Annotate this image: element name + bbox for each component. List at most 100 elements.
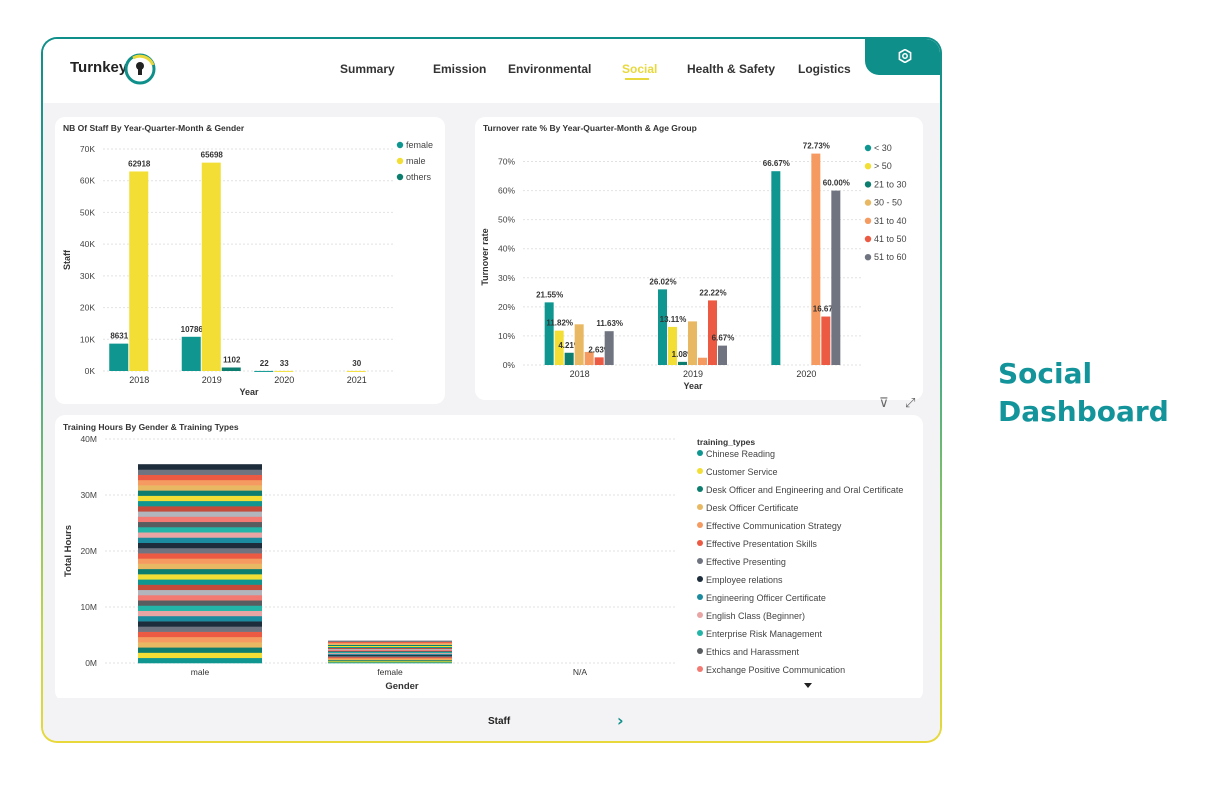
training-stack-segment-male bbox=[138, 568, 262, 575]
training-ytick: 40M bbox=[80, 434, 97, 444]
turnover-chart: 0% 10% 20% 30% 40% 50% 60% 70% 2018 21.55% 11.82% 4… bbox=[480, 142, 907, 391]
training-legend-item[interactable]: Effective Communication Strategy bbox=[697, 521, 841, 531]
training-legend-item[interactable]: Employee relations bbox=[697, 575, 783, 585]
turnover-data-label: 22.22% bbox=[699, 288, 726, 297]
turnover-bar-30-50-2019 bbox=[688, 321, 697, 365]
training-stack-segment-female bbox=[328, 660, 452, 663]
training-stack-segment-female bbox=[328, 650, 452, 653]
training-stack-segment-male bbox=[138, 589, 262, 596]
nav-emission[interactable]: Emission bbox=[433, 62, 487, 76]
legend-label: Engineering Officer Certificate bbox=[706, 593, 826, 603]
training-stack-segment-male bbox=[138, 584, 262, 591]
turnover-data-label: 1.08% bbox=[672, 350, 695, 359]
legend-scroll-down-icon[interactable] bbox=[804, 683, 812, 689]
training-stack-segment-female bbox=[328, 655, 452, 658]
nav-logistics[interactable]: Logistics bbox=[798, 62, 851, 76]
training-stack-segment-male bbox=[138, 594, 262, 601]
legend-label: Desk Officer Certificate bbox=[706, 503, 799, 513]
training-stack-segment-male bbox=[138, 474, 262, 481]
training-stack-segment-male bbox=[138, 532, 262, 538]
training-legend-item[interactable]: Desk Officer and Engineering and Oral Ce… bbox=[697, 485, 903, 495]
focus-mode-icon[interactable]: ⤢ bbox=[905, 396, 916, 411]
turnover-data-label: 26.02% bbox=[649, 277, 676, 286]
training-stack-segment-female bbox=[328, 651, 452, 654]
turnover-data-label: 2.63% bbox=[588, 345, 611, 354]
training-stack-segment-male bbox=[138, 553, 262, 559]
training-stack-segment-male bbox=[138, 542, 262, 549]
training-stack-segment-male bbox=[138, 605, 262, 611]
staff-legend-swatch bbox=[396, 141, 404, 149]
training-hours-panel: Training Hours By Gender & Training Type… bbox=[55, 415, 923, 701]
training-legend-title: training_types bbox=[697, 437, 756, 447]
staff-ytick: 30K bbox=[80, 271, 95, 281]
training-stack-segment-male bbox=[138, 500, 262, 507]
training-stack-segment-male bbox=[138, 490, 262, 496]
training-legend-item[interactable]: Ethics and Harassment bbox=[697, 647, 799, 657]
turnover-legend-swatch bbox=[864, 217, 872, 224]
training-stack-segment-male bbox=[138, 516, 262, 523]
legend-label: Ethics and Harassment bbox=[706, 647, 800, 657]
training-stack-segment-female bbox=[328, 648, 452, 651]
training-legend-item[interactable]: Enterprise Risk Management bbox=[697, 629, 822, 639]
top-navbar: Turnkey Summary Emission Environmental S… bbox=[43, 39, 940, 103]
staff-gender-panel: NB Of Staff By Year-Quarter-Month & Gend… bbox=[55, 117, 445, 404]
turnover-legend-item: 21 to 30 bbox=[874, 179, 907, 189]
legend-swatch bbox=[697, 540, 703, 546]
nav-summary[interactable]: Summary bbox=[340, 62, 395, 76]
gear-icon[interactable] bbox=[898, 49, 912, 63]
turnover-xtick: 2020 bbox=[796, 369, 816, 379]
turnover-ytick: 0% bbox=[503, 360, 516, 370]
training-legend-item[interactable]: Chinese Reading bbox=[697, 449, 775, 459]
training-stack-segment-female bbox=[328, 661, 452, 664]
training-stack-segment-female bbox=[328, 659, 452, 662]
training-stack-segment-male bbox=[138, 642, 262, 648]
nav-health-safety[interactable]: Health & Safety bbox=[687, 62, 776, 76]
logo-text: Turnkey bbox=[70, 59, 128, 76]
page-side-title: Social Dashboard bbox=[998, 355, 1169, 431]
turnover-legend-item: 41 to 50 bbox=[874, 234, 907, 244]
training-legend-item[interactable]: Effective Presentation Skills bbox=[697, 539, 817, 549]
staff-ytick: 0K bbox=[85, 366, 96, 376]
staff-bar-male-2018 bbox=[129, 171, 149, 371]
settings-tab[interactable] bbox=[865, 39, 940, 75]
training-stack-segment-female bbox=[328, 643, 452, 645]
staff-bar-female-2020 bbox=[254, 370, 274, 372]
staff-legend-swatch bbox=[396, 173, 404, 181]
staff-data-label: 8631 bbox=[110, 332, 128, 341]
training-stack-segment-male bbox=[138, 563, 262, 570]
turnover-chart-title: Turnover rate % By Year-Quarter-Month & … bbox=[483, 123, 697, 133]
staff-ytick: 60K bbox=[80, 176, 95, 186]
turnover-legend-swatch bbox=[864, 181, 872, 188]
legend-label: Customer Service bbox=[706, 467, 778, 477]
turnover-bar--30-2018 bbox=[544, 302, 554, 365]
staff-xtick: 2021 bbox=[347, 375, 367, 385]
training-legend-item[interactable]: Engineering Officer Certificate bbox=[697, 593, 826, 603]
training-ytick: 10M bbox=[80, 602, 97, 612]
turnover-xtick: 2018 bbox=[570, 369, 590, 379]
legend-label: Employee relations bbox=[706, 575, 783, 585]
legend-label: Effective Presentation Skills bbox=[706, 539, 817, 549]
turnover-ytick: 70% bbox=[498, 157, 515, 167]
filter-icon[interactable]: ⊽ bbox=[879, 396, 889, 411]
training-hours-chart: 0M 10M 20M 30M 40M male female N/A Gender Total H… bbox=[63, 434, 675, 692]
turnover-bar-51-to-60-2018 bbox=[604, 331, 614, 365]
turnover-legend-swatch bbox=[864, 199, 872, 206]
turnover-bar-21-to-30-2018 bbox=[564, 352, 574, 365]
nav-social[interactable]: Social bbox=[622, 62, 658, 76]
legend-label: Chinese Reading bbox=[706, 449, 776, 459]
turnover-data-label: 6.67% bbox=[712, 334, 735, 343]
turnover-legend-swatch bbox=[864, 235, 872, 243]
training-legend-item[interactable]: English Class (Beginner) bbox=[697, 611, 805, 621]
nav-environmental[interactable]: Environmental bbox=[508, 62, 592, 76]
training-legend-item[interactable]: Effective Presenting bbox=[697, 557, 786, 567]
turnover-bar-31-to-40-2020 bbox=[811, 153, 821, 365]
training-stack-segment-female bbox=[328, 652, 452, 655]
training-legend-item[interactable]: Desk Officer Certificate bbox=[697, 503, 798, 513]
next-page-arrow-icon[interactable]: › bbox=[617, 711, 624, 730]
legend-swatch bbox=[697, 558, 703, 564]
training-legend-item[interactable]: Customer Service bbox=[697, 467, 778, 477]
training-stack-segment-male bbox=[138, 495, 262, 502]
turnover-bar--30-2019 bbox=[658, 289, 667, 365]
training-stack-segment-female bbox=[328, 654, 452, 657]
training-legend-item[interactable]: Exchange Positive Communication bbox=[697, 665, 845, 675]
